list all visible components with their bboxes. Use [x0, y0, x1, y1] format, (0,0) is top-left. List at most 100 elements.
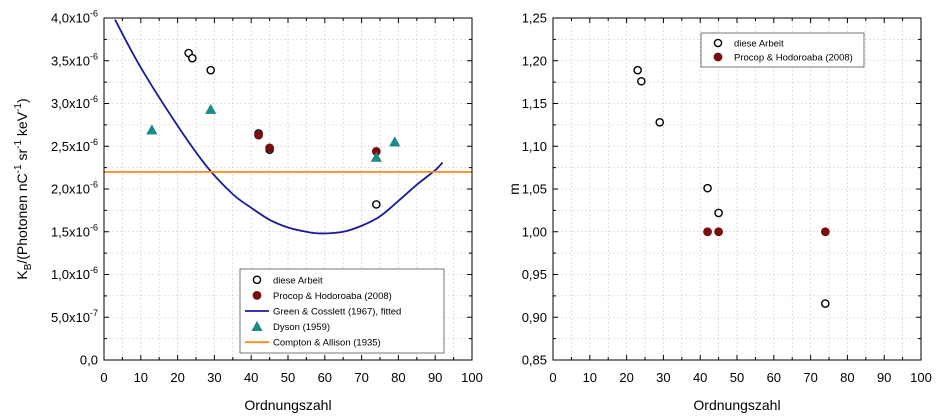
right-x-tick-label: 80 [840, 370, 854, 385]
left-y-tick-mantissa: 3,0x10 [51, 96, 90, 111]
left-legend-label: Green & Cosslett (1967), fitted [273, 307, 401, 318]
left-y-tick-exponent: -6 [90, 51, 98, 61]
left-data-point-0 [372, 200, 381, 209]
y-title-mid: sr [14, 149, 30, 165]
left-y-tick-label: 1,5x10-6 [51, 222, 98, 239]
left-y-tick-label: 4,0x10-6 [51, 9, 98, 26]
left-x-axis-title: Ordnungszahl [244, 397, 331, 413]
left-y-tick-mantissa: 5,0x10 [51, 310, 90, 325]
left-y-tick-mantissa: 1,5x10 [51, 224, 90, 239]
left-y-tick-label: 5,0x10-7 [51, 308, 98, 325]
right-y-tick-label: 1,20 [522, 53, 547, 68]
right-legend-item: Procop & Hodoroaba (2008) [713, 52, 853, 64]
right-legend-box [700, 32, 865, 68]
left-y-tick-exponent: -6 [90, 137, 98, 147]
right-y-tick-label: 0,85 [522, 353, 547, 368]
right-data-point-0 [703, 183, 712, 193]
right-data-point-1 [714, 227, 723, 237]
right-data-point-0 [714, 208, 723, 218]
right-x-tick-label: 70 [803, 370, 817, 385]
left-y-tick-exponent: -6 [90, 94, 98, 104]
right-y-tick-label: 1,15 [522, 96, 547, 111]
left-x-tick-label: 80 [391, 370, 405, 385]
left-data-point-3 [370, 151, 382, 162]
right-data [633, 65, 830, 308]
left-x-tick-label: 30 [207, 370, 221, 385]
left-y-tick-mantissa: 2,0x10 [51, 182, 90, 197]
left-x-tick-label: 10 [134, 370, 148, 385]
left-x-tick-label: 60 [318, 370, 332, 385]
y-title-rest: /(Photonen nC [14, 173, 30, 263]
left-y-tick-exponent: -6 [90, 222, 98, 232]
left-y-tick-exponent: -6 [90, 180, 98, 190]
left-legend-item: Compton & Allison (1935) [245, 338, 381, 349]
right-data-point-0 [637, 76, 646, 86]
left-data-point-1 [265, 143, 275, 153]
left-x-axis: 0 10 20 30 40 50 60 70 80 90 100 Ordnungszahl [100, 18, 483, 413]
right-legend-label: Procop & Hodoroaba (2008) [734, 53, 853, 64]
left-y-tick-exponent: -6 [90, 265, 98, 275]
right-x-axis: 0 10 20 30 40 50 60 70 80 90 100 Ordnungszahl [549, 18, 932, 413]
left-y-tick-label: 0,0 [80, 353, 98, 368]
right-legend-item: diese Arbeit [713, 38, 784, 50]
right-x-tick-label: 0 [549, 370, 556, 385]
right-y-tick-label: 1,05 [522, 182, 547, 197]
right-y-tick-label: 1,10 [522, 139, 547, 154]
left-y-axis: 0,05,0x10-71,0x10-61,5x10-62,0x10-62,5x1… [13, 9, 472, 368]
right-x-tick-label: 10 [583, 370, 597, 385]
left-legend-label: Compton & Allison (1935) [273, 338, 381, 349]
left-legend-swatch [252, 275, 262, 285]
y-title-sup: -1 [13, 140, 24, 149]
y-title-end: ) [14, 98, 30, 103]
right-data-point-0 [655, 118, 665, 127]
left-legend-item: Green & Cosslett (1967), fitted [245, 307, 401, 318]
y-title-sub: B [23, 263, 34, 270]
left-y-tick-exponent: -6 [90, 9, 98, 19]
left-y-tick-mantissa: 1,0x10 [51, 267, 90, 282]
right-legend-swatch [713, 52, 723, 62]
left-x-tick-label: 50 [281, 370, 295, 385]
left-legend-label: Procop & Hodoroaba (2008) [273, 291, 392, 302]
left-data-point-0 [188, 53, 197, 63]
left-data [104, 19, 472, 235]
left-y-tick-label: 2,0x10-6 [51, 180, 98, 197]
left-y-tick-exponent: -7 [90, 308, 98, 318]
right-y-axis: 0,85 0,90 0,95 1,00 1,05 1,10 1,15 1,20 1,25 m [506, 11, 921, 368]
left-legend-swatch [251, 320, 263, 332]
left-legend: diese Arbeit Procop & Hodoroaba (2008) Gre… [239, 268, 445, 354]
right-x-tick-label: 30 [656, 370, 670, 385]
right-legend-swatch [713, 38, 723, 48]
left-legend-box [239, 268, 445, 354]
left-legend-label: Dyson (1959) [273, 322, 330, 333]
left-x-tick-label: 100 [461, 370, 483, 385]
left-legend-item: Dyson (1959) [251, 320, 330, 333]
right-y-tick-label: 1,25 [522, 11, 547, 26]
left-y-tick-label: 3,0x10-6 [51, 94, 98, 111]
right-data-point-1 [703, 227, 712, 237]
right-x-axis-title: Ordnungszahl [693, 397, 780, 413]
left-data-point-1 [254, 130, 263, 140]
left-y-axis-title: KB/(Photonen nC-1 sr-1 keV-1) [13, 98, 34, 279]
right-data-point-0 [821, 299, 830, 308]
left-x-tick-label: 70 [354, 370, 368, 385]
left-x-tick-label: 90 [428, 370, 442, 385]
right-y-axis-title: m [506, 183, 522, 195]
left-legend-item: diese Arbeit [252, 275, 323, 286]
chart-right: 0 10 20 30 40 50 60 70 80 90 100Ordnungszahl0,850,… [506, 11, 932, 414]
y-title-mid: keV [14, 111, 30, 140]
left-y-tick-label: 1,0x10-6 [51, 265, 98, 282]
left-y-tick-label: 3,5x10-6 [51, 51, 98, 68]
chart-left: 0 10 20 30 40 50 60 70 80 90 100 Ordnungszahl 0,0 5,0… [13, 9, 483, 414]
left-y-tick-label: 2,5x10-6 [51, 137, 98, 154]
right-x-tick-label: 100 [910, 370, 932, 385]
y-title-sup: -1 [13, 103, 24, 112]
right-data-point-0 [633, 65, 642, 75]
right-data-point-1 [820, 227, 830, 237]
right-x-tick-label: 90 [877, 370, 891, 385]
right-y-tick-label: 0,90 [522, 310, 547, 325]
left-data-point-0 [206, 65, 216, 75]
left-x-tick-label: 40 [244, 370, 258, 385]
left-legend-swatch [252, 290, 262, 300]
right-y-tick-label: 0,95 [522, 267, 547, 282]
